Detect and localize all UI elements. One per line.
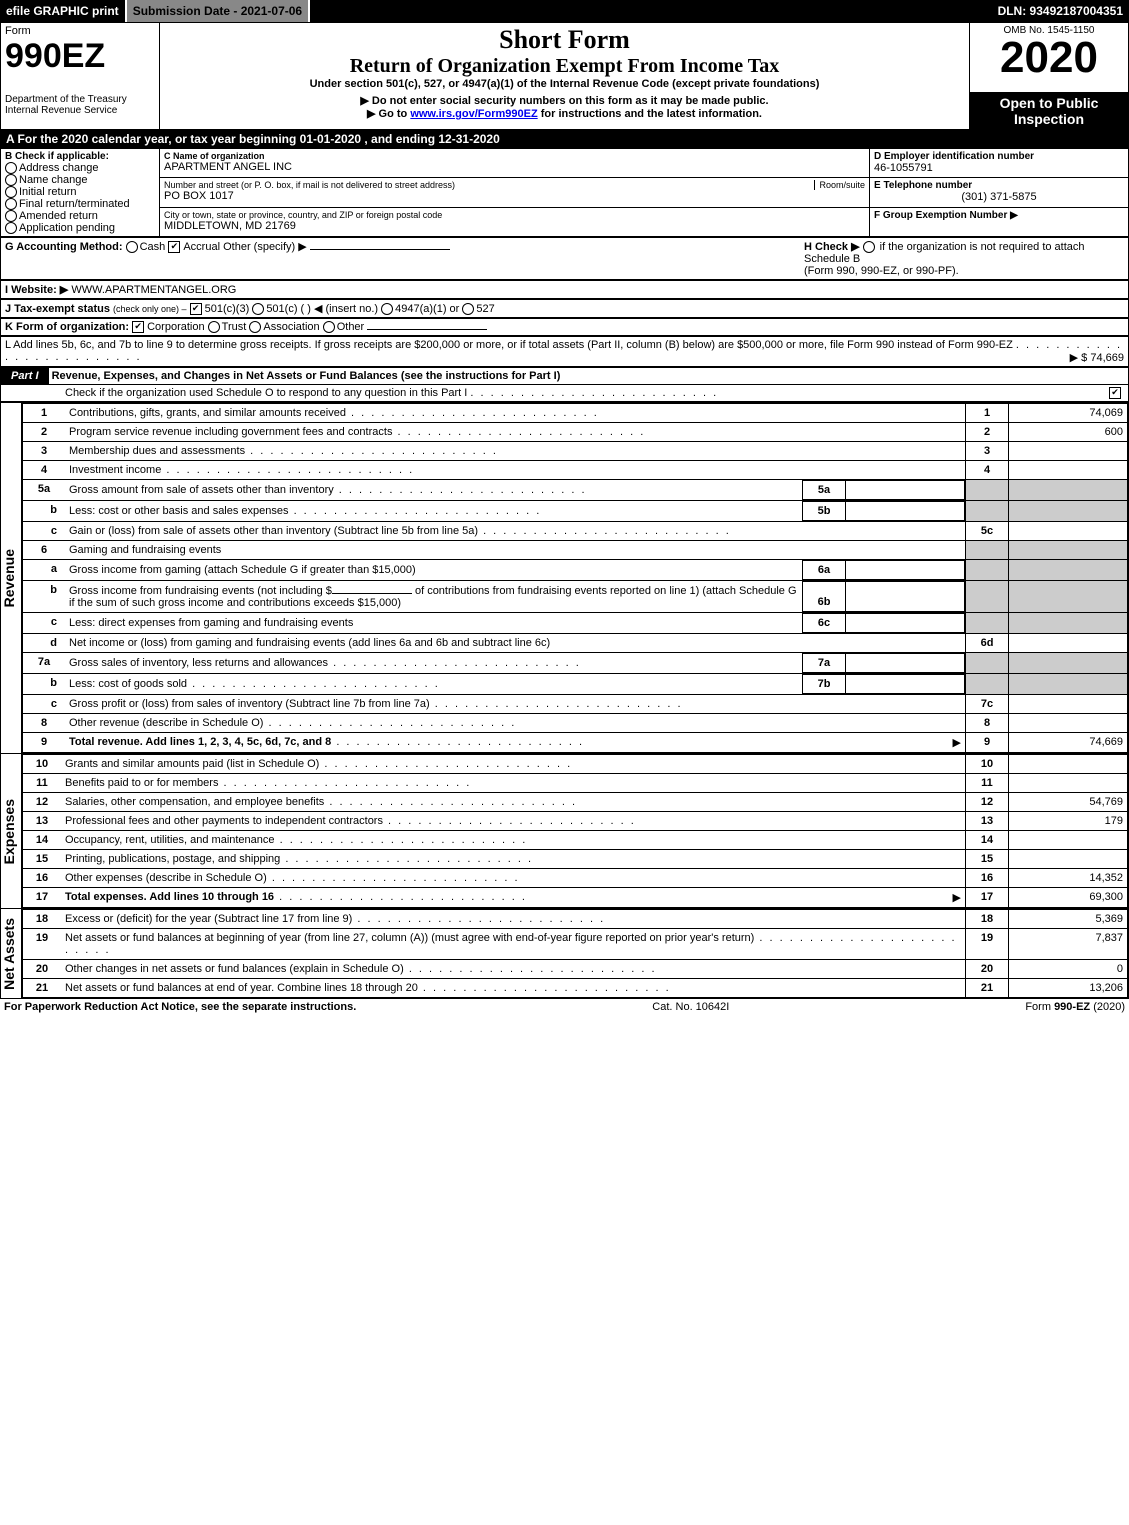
accounting-method-label: G Accounting Method: xyxy=(5,241,123,253)
expense-lines: 10Grants and similar amounts paid (list … xyxy=(22,754,1128,908)
accounting-other[interactable]: Other (specify) ▶ xyxy=(223,241,307,253)
group-exemption-label: F Group Exemption Number ▶ xyxy=(874,210,1124,221)
tax-period-bar: A For the 2020 calendar year, or tax yea… xyxy=(0,130,1129,148)
net-asset-lines: 18Excess or (deficit) for the year (Subt… xyxy=(22,909,1128,998)
instructions-link-line: ▶ Go to www.irs.gov/Form990EZ for instru… xyxy=(164,107,965,120)
dln: DLN: 93492187004351 xyxy=(992,0,1129,22)
instructions-post: for instructions and the latest informat… xyxy=(541,108,762,120)
schedule-o-check[interactable] xyxy=(1109,387,1121,399)
part-i-title: Revenue, Expenses, and Changes in Net As… xyxy=(52,370,561,382)
website-row: I Website: ▶ WWW.APARTMENTANGEL.ORG xyxy=(1,281,1129,299)
check-initial-return[interactable]: Initial return xyxy=(5,186,155,198)
accounting-cash[interactable]: Cash xyxy=(126,241,166,253)
gross-receipts-row: L Add lines 5b, 6c, and 7b to line 9 to … xyxy=(1,337,1129,367)
phone-value: (301) 371-5875 xyxy=(874,191,1124,203)
org-name-label: C Name of organization xyxy=(164,151,865,161)
status-527[interactable]: 527 xyxy=(462,303,494,315)
ein-label: D Employer identification number xyxy=(874,151,1124,162)
gh-block: G Accounting Method: Cash Accrual Other … xyxy=(0,237,1129,280)
irs-label: Internal Revenue Service xyxy=(5,105,155,116)
top-bar: efile GRAPHIC print Submission Date - 20… xyxy=(0,0,1129,22)
org-name: APARTMENT ANGEL INC xyxy=(164,161,865,173)
tax-exempt-hint: (check only one) ‒ xyxy=(113,304,187,314)
status-4947a1[interactable]: 4947(a)(1) or xyxy=(381,303,459,315)
page-footer: For Paperwork Reduction Act Notice, see … xyxy=(0,999,1129,1015)
org-other[interactable]: Other xyxy=(323,321,365,333)
ein-value: 46-1055791 xyxy=(874,162,1124,174)
check-address-change[interactable]: Address change xyxy=(5,162,155,174)
title-main: Return of Organization Exempt From Incom… xyxy=(164,55,965,78)
ssn-warning: ▶ Do not enter social security numbers o… xyxy=(164,94,965,107)
title-short-form: Short Form xyxy=(164,25,965,55)
schedule-b-check[interactable] xyxy=(863,241,875,253)
street-value: PO BOX 1017 xyxy=(164,190,865,202)
expenses-side-label: Expenses xyxy=(1,799,21,864)
tax-exempt-label: J Tax-exempt status xyxy=(5,303,110,315)
gross-receipts-amount: ▶ $ 74,669 xyxy=(1070,351,1124,364)
identity-block: B Check if applicable: Address change Na… xyxy=(0,148,1129,238)
section-h-text3: (Form 990, 990-EZ, or 990-PF). xyxy=(804,265,959,277)
net-assets-side-label: Net Assets xyxy=(1,918,21,990)
status-501c3[interactable]: 501(c)(3) xyxy=(190,303,250,315)
part-i-label: Part I xyxy=(1,368,49,384)
form-header: Form 990EZ Department of the Treasury In… xyxy=(0,22,1129,130)
status-501c[interactable]: 501(c) ( ) ◀ (insert no.) xyxy=(252,303,378,315)
section-b-label: B Check if applicable: xyxy=(5,151,155,162)
go-to-text: ▶ Go to xyxy=(367,108,410,120)
website-label: I Website: ▶ xyxy=(5,284,68,296)
section-h-text1: H Check ▶ xyxy=(804,241,860,253)
revenue-side-label: Revenue xyxy=(1,549,21,607)
check-application-pending[interactable]: Application pending xyxy=(5,222,155,234)
org-corporation[interactable]: Corporation xyxy=(132,321,204,333)
title-subtitle: Under section 501(c), 527, or 4947(a)(1)… xyxy=(164,78,965,90)
paperwork-notice: For Paperwork Reduction Act Notice, see … xyxy=(4,1001,356,1013)
website-value: WWW.APARTMENTANGEL.ORG xyxy=(71,284,236,296)
room-suite-label: Room/suite xyxy=(814,180,865,190)
street-label: Number and street (or P. O. box, if mail… xyxy=(164,180,865,190)
city-label: City or town, state or province, country… xyxy=(164,210,865,220)
org-association[interactable]: Association xyxy=(249,321,319,333)
instructions-link[interactable]: www.irs.gov/Form990EZ xyxy=(410,108,537,120)
part-i-check-text: Check if the organization used Schedule … xyxy=(65,387,467,399)
submission-date: Submission Date - 2021-07-06 xyxy=(127,0,310,22)
form-word: Form xyxy=(5,25,155,37)
form-number: 990EZ xyxy=(5,37,155,76)
check-amended-return[interactable]: Amended return xyxy=(5,210,155,222)
efile-label[interactable]: efile GRAPHIC print xyxy=(0,0,127,22)
city-value: MIDDLETOWN, MD 21769 xyxy=(164,220,865,232)
accounting-accrual[interactable]: Accrual xyxy=(168,241,220,253)
treasury-dept: Department of the Treasury xyxy=(5,94,155,105)
catalog-number: Cat. No. 10642I xyxy=(652,1001,729,1013)
form-ref: Form 990-EZ (2020) xyxy=(1025,1001,1125,1013)
tax-year: 2020 xyxy=(974,36,1124,80)
check-final-return[interactable]: Final return/terminated xyxy=(5,198,155,210)
gross-receipts-text: L Add lines 5b, 6c, and 7b to line 9 to … xyxy=(5,339,1013,351)
part-i-check-row: Check if the organization used Schedule … xyxy=(1,385,1129,402)
form-org-label: K Form of organization: xyxy=(5,321,129,333)
check-name-change[interactable]: Name change xyxy=(5,174,155,186)
revenue-lines: 1Contributions, gifts, grants, and simil… xyxy=(22,403,1128,753)
form-org-row: K Form of organization: Corporation Trus… xyxy=(1,319,1129,336)
phone-label: E Telephone number xyxy=(874,180,1124,191)
org-trust[interactable]: Trust xyxy=(208,321,247,333)
open-to-public: Open to Public Inspection xyxy=(970,92,1129,129)
tax-exempt-row: J Tax-exempt status (check only one) ‒ 5… xyxy=(1,300,1129,318)
